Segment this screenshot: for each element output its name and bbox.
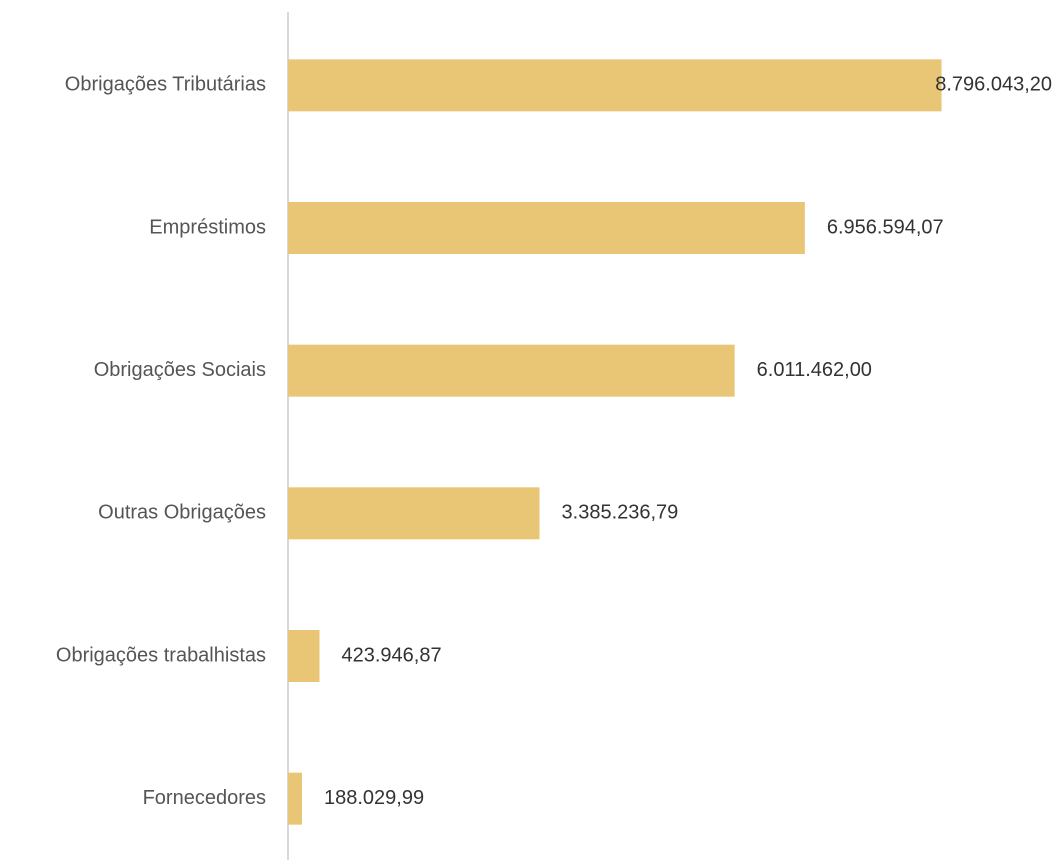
- value-label: 6.956.594,07: [827, 216, 944, 238]
- value-label: 423.946,87: [341, 644, 441, 666]
- bar: [288, 630, 320, 682]
- bar: [288, 772, 302, 825]
- bar: [288, 344, 735, 397]
- category-label: Outras Obrigações: [98, 502, 266, 524]
- bar: [288, 59, 942, 112]
- bar: [288, 202, 805, 254]
- value-label: 3.385.236,79: [562, 502, 679, 524]
- category-label: Obrigações trabalhistas: [56, 644, 266, 666]
- value-label: 8.796.043,20: [935, 74, 1052, 96]
- category-label: Fornecedores: [143, 787, 266, 809]
- category-label: Empréstimos: [149, 216, 266, 238]
- value-label: 6.011.462,00: [757, 359, 872, 381]
- category-label: Obrigações Sociais: [94, 359, 266, 381]
- bar: [288, 487, 540, 540]
- category-label: Obrigações Tributárias: [65, 74, 266, 96]
- value-label: 188.029,99: [324, 787, 424, 809]
